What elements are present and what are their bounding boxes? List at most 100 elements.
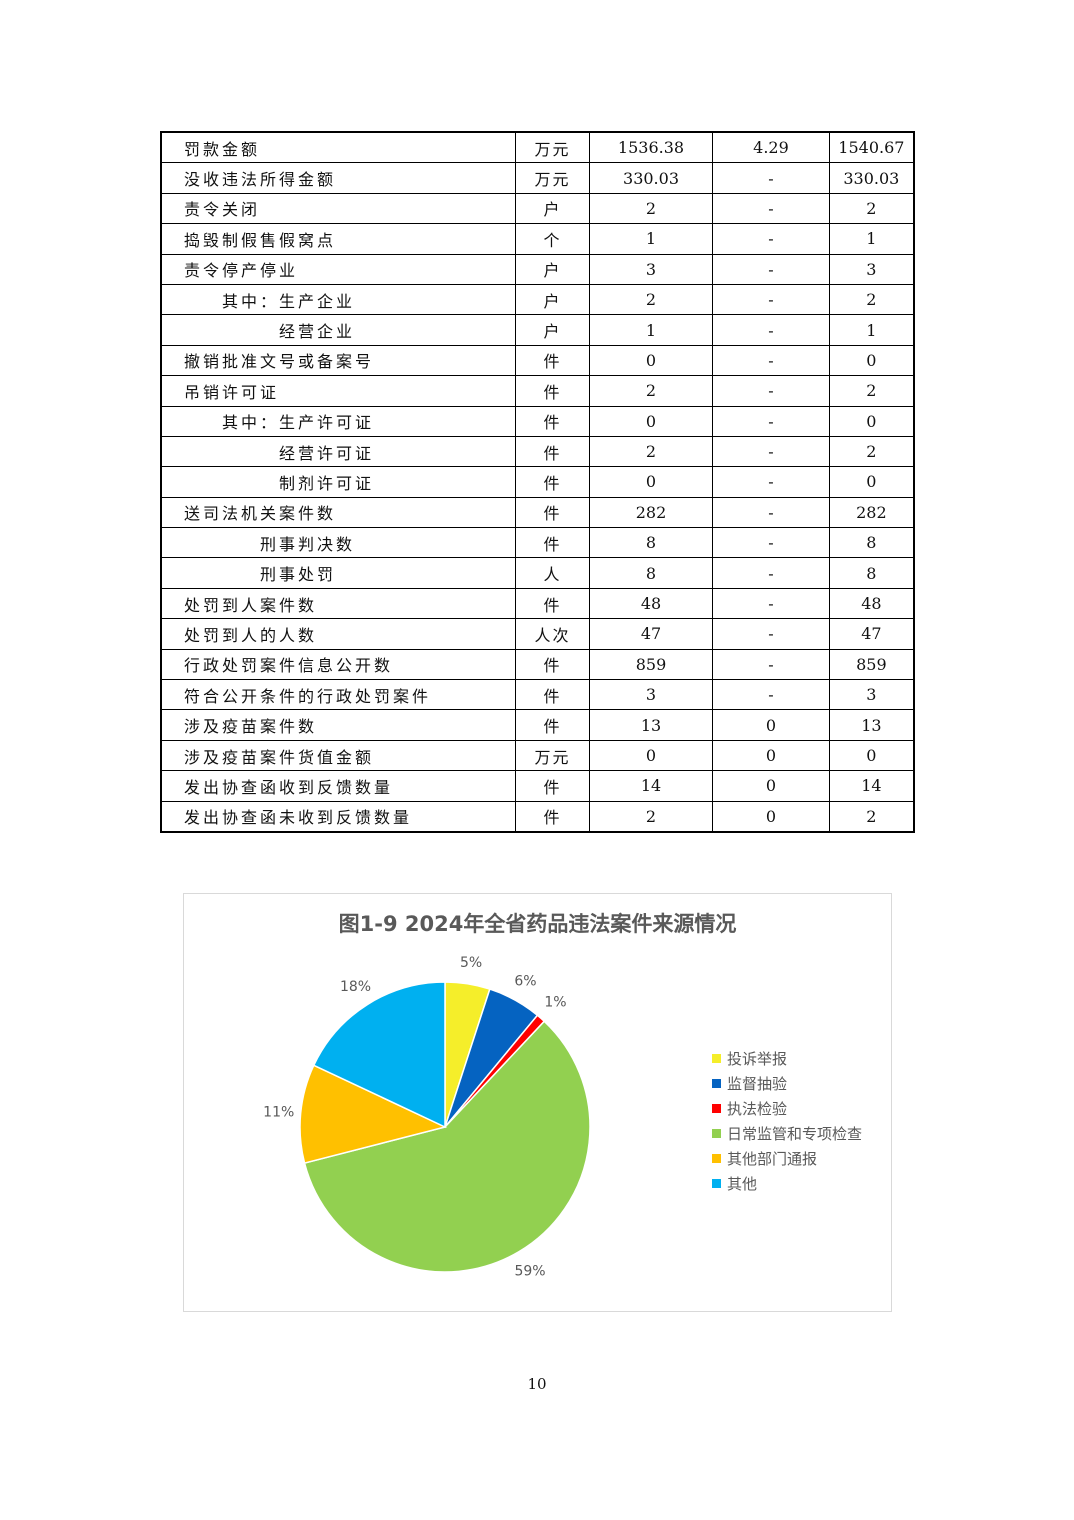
row-total: 1540.67 [828,131,915,164]
legend-label: 日常监管和专项检查 [727,1125,863,1143]
table-row: 责令关闭户 2-2 [160,192,915,225]
legend-item: 日常监管和专项检查 [712,1121,862,1146]
row-label: 捣毁制假售假窝点 [160,223,517,255]
pie-slice [303,1020,591,1273]
row-unit: 人次 [515,618,590,650]
pie-svg: 5% 6% 1% 59% 11% 18% [263,955,591,1280]
row-value-2: - [712,283,830,316]
row-unit: 个 [515,223,590,255]
row-value-1: 1 [588,223,714,255]
row-label: 撤销批准文号或备案号 [160,344,517,377]
row-label: 处罚到人案件数 [160,587,517,620]
row-label: 发出协查函收到反馈数量 [160,770,517,802]
row-value-1: 8 [588,527,714,559]
row-unit: 件 [515,587,590,620]
row-label: 行政处罚案件信息公开数 [160,648,517,681]
row-unit: 件 [515,527,590,559]
table-row: 发出协查函收到反馈数量件 14 0 14 [160,770,915,802]
row-label: 经营许可证 [160,435,517,468]
row-value-2: - [712,496,830,529]
row-total: 0 [828,466,915,498]
row-label: 没收违法所得金额 [160,162,517,194]
row-value-1: 0 [588,344,714,377]
legend-item: 投诉举报 [712,1046,862,1071]
row-total: 282 [828,496,915,529]
legend-swatch [712,1154,721,1163]
table-row: 处罚到人案件数件 48-48 [160,587,915,620]
row-label: 制剂许可证 [160,466,517,498]
row-total: 14 [828,770,915,802]
row-label: 涉及疫苗案件数 [160,709,517,741]
row-value-2: 0 [712,709,830,741]
table-row: 经营企业户 1-1 [160,314,915,346]
row-label: 刑事判决数 [160,527,517,559]
row-unit: 万元 [515,162,590,194]
legend-item: 监督抽验 [712,1071,862,1096]
row-label: 责令停产停业 [160,253,517,285]
row-label: 经营企业 [160,314,517,346]
row-total: 2 [828,435,915,468]
row-label: 发出协查函未收到反馈数量 [160,800,517,833]
table-row: 处罚到人的人数 人次 47-47 [160,618,915,650]
row-total: 8 [828,557,915,589]
legend-label: 监督抽验 [727,1075,788,1093]
row-value-1: 0 [588,739,714,772]
row-unit: 户 [515,283,590,316]
row-value-1: 0 [588,466,714,498]
row-value-2: - [712,162,830,194]
row-unit: 件 [515,375,590,407]
pie-slice [299,1064,448,1164]
legend-swatch [712,1054,721,1063]
data-label: 6% [514,974,536,990]
row-value-1: 2 [588,800,714,833]
row-value-2: - [712,679,830,711]
legend-label: 执法检验 [727,1100,788,1118]
row-value-2: 0 [712,770,830,802]
data-label: 11% [263,1104,294,1120]
legend-swatch [712,1129,721,1138]
row-total: 330.03 [828,162,915,194]
row-total: 859 [828,648,915,681]
table-row: 吊销许可证件 2-2 [160,375,915,407]
table-row: 责令停产停业户 3-3 [160,253,915,285]
table-row: 其中：生产许可证件 0-0 [160,405,915,437]
table-row: 没收违法所得金额 万元 330.03-330.03 [160,162,915,194]
row-value-2: 0 [712,800,830,833]
row-value-2: - [712,435,830,468]
legend-swatch [712,1104,721,1113]
table-row: 罚款金额 万元 1536.38 4.29 1540.67 [160,131,915,164]
row-unit: 件 [515,344,590,377]
row-label: 其中：生产许可证 [160,405,517,437]
data-label: 18% [340,979,371,995]
row-unit: 万元 [515,131,590,164]
row-label: 符合公开条件的行政处罚案件 [160,679,517,711]
row-value-2: - [712,648,830,681]
legend-item: 其他 [712,1171,862,1196]
row-value-2: - [712,466,830,498]
row-total: 3 [828,679,915,711]
row-unit: 件 [515,496,590,529]
row-value-1: 2 [588,435,714,468]
table-row: 发出协查函未收到反馈数量件 2 0 2 [160,800,915,833]
row-label: 罚款金额 [160,131,517,164]
row-label: 其中：生产企业 [160,283,517,316]
row-value-2: - [712,527,830,559]
row-total: 2 [828,283,915,316]
row-total: 48 [828,587,915,620]
table-row: 经营许可证件 2-2 [160,435,915,468]
row-value-1: 1536.38 [588,131,714,164]
legend-swatch [712,1079,721,1088]
legend-label: 其他 [727,1175,758,1193]
table-row: 涉及疫苗案件数件 13 0 13 [160,709,915,741]
row-value-2: - [712,405,830,437]
table-row: 刑事处罚人 8-8 [160,557,915,589]
row-label: 责令关闭 [160,192,517,225]
legend-label: 投诉举报 [727,1050,788,1068]
table-row: 刑事判决数件 8-8 [160,527,915,559]
row-total: 1 [828,223,915,255]
row-value-1: 2 [588,192,714,225]
row-value-2: - [712,618,830,650]
row-unit: 户 [515,253,590,285]
table-row: 送司法机关案件数件 282-282 [160,496,915,529]
row-value-1: 1 [588,314,714,346]
